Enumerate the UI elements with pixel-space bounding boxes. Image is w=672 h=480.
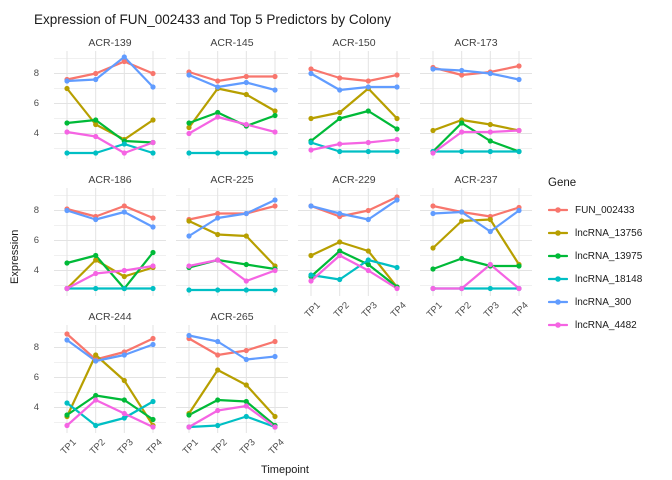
legend-key-icon xyxy=(548,299,568,305)
legend-entry: lncRNA_300 xyxy=(548,291,642,314)
facet-panel xyxy=(420,51,532,159)
y-tick-label: 6 xyxy=(33,235,39,246)
plot-title: Expression of FUN_002433 and Top 5 Predi… xyxy=(34,12,391,27)
legend-title: Gene xyxy=(548,176,577,189)
y-tick-label: 4 xyxy=(33,402,39,413)
legend-entry: FUN_002433 xyxy=(548,199,642,222)
legend-entry: lncRNA_13756 xyxy=(548,222,642,245)
x-tick-label: TP3 xyxy=(115,437,137,458)
facet-panel xyxy=(176,188,288,296)
plot-column: 8 6 4 ACR-139 ACR-145 ACR-150 ACR-173 8 6 4 ACR-18… xyxy=(22,37,532,476)
facet-panel xyxy=(420,188,532,296)
y-tick-label: 8 xyxy=(33,205,39,216)
y-tick-label: 4 xyxy=(33,265,39,276)
facet-label: ACR-237 xyxy=(454,174,498,186)
facet-ACR-244: ACR-244 TP1 TP2 TP3 TP4 xyxy=(54,311,166,457)
facet-ACR-145: ACR-145 xyxy=(176,37,288,174)
legend-key-icon xyxy=(548,230,568,236)
facet-label: ACR-225 xyxy=(210,174,254,186)
x-tick-label: TP1 xyxy=(180,437,201,458)
legend-entry-label: lncRNA_13756 xyxy=(575,227,643,239)
legend-entry-label: lncRNA_4482 xyxy=(575,319,637,331)
facet-panel xyxy=(298,188,410,296)
legend-entries: FUN_002433 lncRNA_13756 lncRNA_13975 lncRNA… xyxy=(548,199,642,337)
empty-cell xyxy=(420,311,532,448)
legend-entry-label: lncRNA_13975 xyxy=(575,250,643,262)
facet-ACR-265: ACR-265 TP1 TP2 TP3 TP4 xyxy=(176,311,288,457)
x-axis-title: Timepoint xyxy=(261,464,309,476)
y-tick-label: 8 xyxy=(33,342,39,353)
facet-ACR-225: ACR-225 xyxy=(176,174,288,311)
facet-label: ACR-145 xyxy=(210,37,254,49)
legend-key-icon xyxy=(548,207,568,213)
plot-content: Expression 8 6 4 ACR-139 ACR-145 ACR-150 ACR-1… xyxy=(8,37,672,476)
facet-panel xyxy=(54,325,166,433)
y-axis-ticks: 8 6 4 xyxy=(22,311,44,448)
facet-ACR-186: ACR-186 xyxy=(54,174,166,311)
facet-panel xyxy=(176,51,288,159)
legend-entry: lncRNA_18148 xyxy=(548,268,642,291)
y-tick-label: 4 xyxy=(33,128,39,139)
x-tick-label: TP3 xyxy=(237,437,259,458)
y-tick-label: 8 xyxy=(33,68,39,79)
legend-key-icon xyxy=(548,322,568,328)
facet-panel xyxy=(298,51,410,159)
legend-entry: lncRNA_13975 xyxy=(548,245,642,268)
x-tick-label: TP4 xyxy=(266,437,287,458)
legend-entry-label: FUN_002433 xyxy=(575,204,635,216)
empty-cell xyxy=(298,311,410,448)
legend-entry-label: lncRNA_300 xyxy=(575,296,632,308)
x-tick-label: TP4 xyxy=(144,437,165,458)
facet-panel xyxy=(54,188,166,296)
y-axis-ticks: 8 6 4 xyxy=(22,37,44,174)
facet-panel xyxy=(54,51,166,159)
facet-label: ACR-186 xyxy=(88,174,132,186)
legend-key-icon xyxy=(548,253,568,259)
facet-label: ACR-173 xyxy=(454,37,498,49)
legend-entry-label: lncRNA_18148 xyxy=(575,273,643,285)
facet-label: ACR-244 xyxy=(88,311,132,323)
y-tick-label: 6 xyxy=(33,98,39,109)
facet-ACR-229: ACR-229 TP1 TP2 TP3 TP4 xyxy=(298,174,410,320)
facet-label: ACR-139 xyxy=(88,37,132,49)
legend-key-icon xyxy=(548,276,568,282)
facet-ACR-237: ACR-237 TP1 TP2 TP3 TP4 xyxy=(420,174,532,320)
y-tick-label: 6 xyxy=(33,372,39,383)
facet-label: ACR-229 xyxy=(332,174,376,186)
facet-ACR-139: ACR-139 xyxy=(54,37,166,174)
x-tick-label: TP2 xyxy=(87,437,108,458)
facet-grid: 8 6 4 ACR-139 ACR-145 ACR-150 ACR-173 8 6 4 ACR-18… xyxy=(22,37,532,457)
y-axis-ticks: 8 6 4 xyxy=(22,174,44,311)
legend-entry: lncRNA_4482 xyxy=(548,314,642,337)
facet-ACR-173: ACR-173 xyxy=(420,37,532,174)
facet-label: ACR-265 xyxy=(210,311,254,323)
x-tick-label: TP1 xyxy=(58,437,79,458)
facet-label: ACR-150 xyxy=(332,37,376,49)
y-axis-title: Expression xyxy=(9,229,21,284)
facet-panel xyxy=(176,325,288,433)
x-tick-label: TP2 xyxy=(209,437,230,458)
facet-ACR-150: ACR-150 xyxy=(298,37,410,174)
